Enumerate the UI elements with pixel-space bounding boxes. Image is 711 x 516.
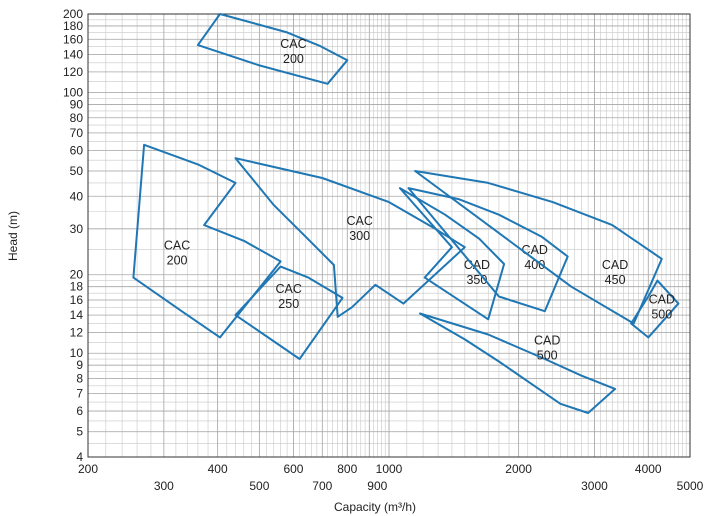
region-outline-8: [630, 279, 680, 339]
y-tick-label: 5: [76, 425, 83, 439]
plot-frame: [87, 13, 691, 458]
x-tick-label: 300: [154, 479, 174, 493]
y-tick-label: 180: [63, 19, 83, 33]
region-label-2: 200: [167, 253, 188, 267]
region-outline-9: [419, 312, 617, 414]
region-label-3: 300: [349, 229, 370, 243]
x-axis-label: Capacity (m³/h): [334, 500, 416, 514]
y-tick-label: 50: [70, 164, 84, 178]
x-tick-label: 5000: [677, 479, 704, 493]
y-tick-label: 80: [70, 111, 84, 125]
y-tick-label: 10: [70, 346, 84, 360]
y-tick-label: 4: [76, 450, 83, 464]
region-label-3: CAC: [346, 214, 372, 228]
x-tick-label: 3000: [581, 479, 608, 493]
region-label-4: 250: [278, 297, 299, 311]
region-outline-3: [234, 157, 466, 318]
y-tick-label: 60: [70, 143, 84, 157]
y-tick-label: 12: [70, 326, 84, 340]
x-tick-label: 600: [283, 462, 303, 476]
x-axis-label-text: Capacity (m³/h): [334, 500, 416, 514]
region-label-1: 200: [283, 52, 304, 66]
x-tick-label: 1000: [376, 462, 403, 476]
y-tick-label: 100: [63, 85, 83, 99]
region-outline-1: [196, 13, 349, 85]
y-tick-label: 18: [70, 280, 84, 294]
y-axis-label: Head (m): [6, 211, 20, 261]
region-label-2: CAC: [164, 238, 190, 252]
x-tick-label: 800: [337, 462, 357, 476]
y-tick-label: 200: [63, 7, 83, 21]
x-tick-label: 4000: [635, 462, 662, 476]
y-tick-label: 14: [70, 308, 84, 322]
y-tick-label: 30: [70, 222, 84, 236]
grid: [87, 13, 691, 458]
region-label-6: CAD: [522, 243, 548, 257]
x-tick-label: 2000: [505, 462, 532, 476]
region-outline-2: [132, 143, 282, 339]
y-tick-label: 140: [63, 47, 83, 61]
region-outline-6: [407, 187, 569, 313]
x-tick-label: 900: [367, 479, 387, 493]
region-label-9: CAD: [534, 334, 560, 348]
y-tick-label: 90: [70, 97, 84, 111]
region-label-9: 500: [537, 349, 558, 363]
x-tick-label: 400: [208, 462, 228, 476]
y-tick-label: 16: [70, 293, 84, 307]
region-label-1: CAC: [280, 37, 306, 51]
y-tick-label: 9: [76, 358, 83, 372]
region-label-4: CAC: [276, 282, 302, 296]
region-outline-7: [414, 170, 663, 325]
region-outline-4: [234, 265, 344, 360]
y-tick-label: 7: [76, 387, 83, 401]
y-tick-label: 20: [70, 268, 84, 282]
x-tick-label: 500: [249, 479, 269, 493]
y-tick-label: 160: [63, 32, 83, 46]
y-tick-label: 6: [76, 404, 83, 418]
x-axis-ticks: 200 300 400 500 600 700 800 900 1000 2000 3000 4000…: [78, 462, 704, 493]
region-label-7: 450: [605, 273, 626, 287]
region-label-6: 400: [524, 258, 545, 272]
y-tick-label: 40: [70, 189, 84, 203]
region-label-8: CAD: [649, 293, 675, 307]
y-tick-label: 70: [70, 126, 84, 140]
y-tick-label: 120: [63, 65, 83, 79]
x-tick-label: 700: [312, 479, 332, 493]
y-tick-label: 8: [76, 372, 83, 386]
region-label-8: 500: [651, 308, 672, 322]
region-label-7: CAD: [602, 258, 628, 272]
x-tick-label: 200: [78, 462, 98, 476]
